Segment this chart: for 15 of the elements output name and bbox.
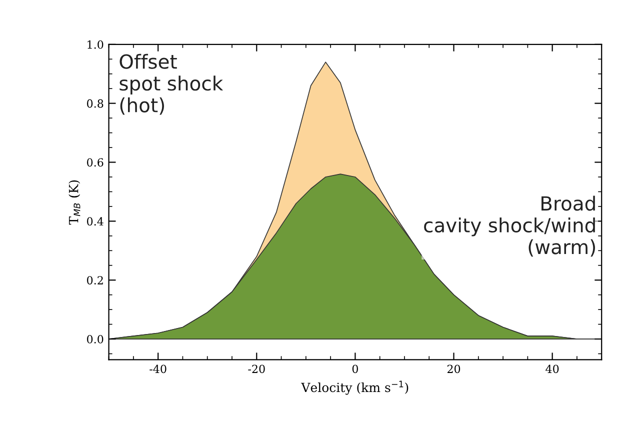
annotation: Broad cavity shock/wind (warm) [424, 196, 596, 257]
x-tick-label: 40 [546, 364, 559, 374]
y-tick-label: 0.6 [87, 158, 104, 167]
x-tick-label: 20 [447, 364, 460, 374]
annotation: Offset spot shock (hot) [120, 54, 224, 115]
x-tick-label: -20 [248, 364, 265, 374]
y-tick-label: 0.8 [87, 99, 104, 108]
y-tick-label: 1.0 [88, 40, 104, 49]
x-tick-label: 0 [352, 364, 358, 374]
y-axis-title: T$_{MB}$ (K) [68, 180, 80, 225]
x-tick-label: -40 [150, 364, 166, 374]
y-tick-label: 0.2 [87, 276, 103, 284]
y-tick-label: 0.0 [87, 334, 104, 344]
x-axis-title: Velocity (km s$^{−1}$) [301, 380, 408, 395]
y-tick-label: 0.4 [87, 217, 104, 226]
